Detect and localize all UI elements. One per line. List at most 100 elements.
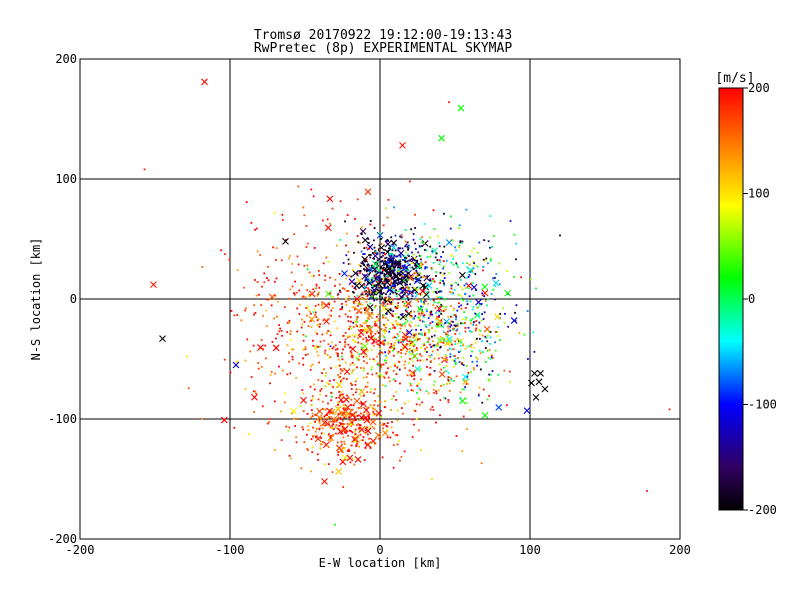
data-point [366, 381, 369, 384]
data-point-cross [316, 407, 324, 415]
data-point [391, 267, 394, 270]
data-point [393, 348, 396, 350]
data-point [369, 271, 372, 274]
data-point [427, 328, 430, 331]
data-point [453, 324, 456, 327]
data-point [429, 314, 432, 317]
data-point [342, 486, 345, 488]
data-point [389, 346, 391, 349]
data-point [415, 275, 418, 278]
data-point [484, 361, 487, 363]
data-point [374, 324, 376, 327]
data-point [416, 359, 419, 362]
data-point-cross [401, 331, 409, 339]
data-point [379, 303, 382, 306]
data-point [473, 368, 476, 371]
data-point [429, 374, 431, 377]
data-point [383, 329, 386, 332]
data-point [429, 298, 432, 301]
data-point [476, 357, 479, 360]
data-point [344, 406, 347, 409]
data-point [398, 274, 401, 277]
data-point [362, 349, 365, 352]
data-point [356, 377, 359, 380]
data-point [487, 298, 490, 301]
data-point [321, 441, 324, 443]
data-point [371, 285, 374, 288]
data-point [452, 355, 455, 357]
data-point [477, 394, 480, 397]
data-point-cross [362, 414, 370, 422]
data-point [440, 384, 442, 387]
data-point [428, 355, 431, 358]
data-point [472, 294, 475, 297]
data-point [491, 246, 494, 248]
data-point [366, 325, 369, 328]
data-point [322, 432, 325, 435]
data-point [318, 421, 321, 424]
data-point-cross [220, 416, 228, 424]
data-point [406, 337, 408, 340]
data-point [334, 284, 336, 287]
data-point [469, 409, 472, 411]
data-point [395, 373, 398, 376]
data-point-cross [341, 270, 348, 277]
data-point [447, 349, 449, 352]
data-point-cross [523, 407, 531, 414]
data-point [229, 371, 232, 374]
data-point [367, 433, 369, 436]
data-point [399, 459, 401, 462]
data-point [331, 207, 334, 210]
data-point [387, 198, 390, 201]
data-point [383, 260, 386, 262]
data-point [304, 346, 307, 349]
data-point [398, 258, 401, 261]
data-point-cross [344, 410, 352, 418]
data-point [297, 263, 300, 266]
data-point [350, 351, 353, 354]
data-point [487, 240, 490, 243]
data-point [409, 336, 411, 338]
data-point [432, 304, 435, 307]
data-point [468, 295, 471, 298]
data-point [353, 368, 356, 371]
data-point [436, 345, 439, 347]
data-point [390, 274, 393, 277]
data-point [436, 323, 439, 326]
data-point [337, 293, 339, 296]
data-point [349, 325, 351, 328]
data-point [406, 260, 409, 263]
data-point [464, 318, 467, 321]
data-point [323, 463, 326, 466]
data-point [408, 288, 411, 291]
data-point [527, 358, 529, 360]
data-point [416, 298, 419, 301]
data-point [378, 232, 381, 235]
data-point [342, 377, 345, 380]
data-point [393, 268, 396, 271]
data-point [316, 453, 319, 456]
data-point [429, 343, 431, 346]
data-point [400, 276, 403, 279]
data-point [312, 435, 314, 438]
data-point [255, 294, 258, 297]
data-point [365, 246, 368, 249]
data-point [328, 423, 330, 426]
data-point [368, 358, 371, 361]
data-point [379, 374, 381, 376]
data-point [387, 349, 390, 352]
data-point [390, 259, 393, 261]
data-point [426, 256, 429, 259]
data-point [389, 365, 392, 368]
data-point [346, 336, 349, 339]
data-point [419, 319, 422, 322]
data-point [335, 244, 338, 247]
data-point [416, 338, 419, 341]
data-point [442, 341, 445, 344]
data-point [401, 247, 404, 250]
data-point-cross [400, 278, 407, 286]
data-point [261, 285, 263, 288]
data-point [387, 239, 390, 242]
data-point [400, 455, 403, 458]
data-point [302, 428, 305, 431]
